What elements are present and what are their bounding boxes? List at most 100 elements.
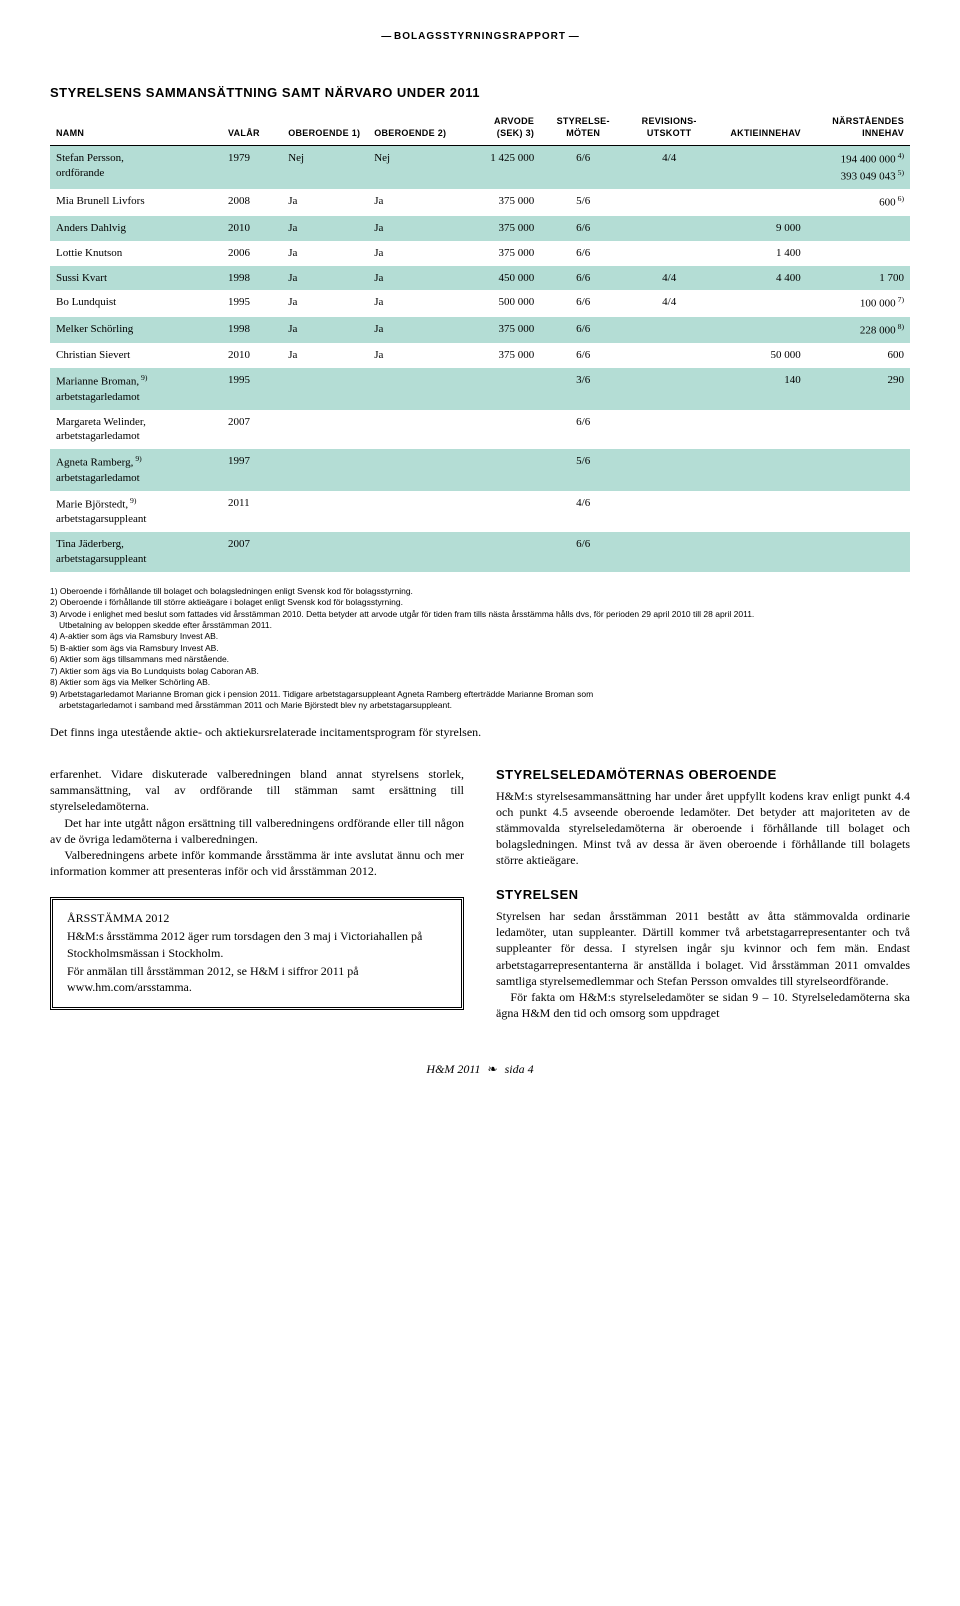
table-row: Tina Jäderberg,arbetstagarsuppleant2007 6… [50, 532, 910, 572]
table-cell: 2007 [222, 532, 282, 572]
table-cell: 6/6 [540, 241, 626, 266]
table-cell: Tina Jäderberg,arbetstagarsuppleant [50, 532, 222, 572]
table-cell: 228 000 8) [807, 317, 910, 344]
table-cell: Anders Dahlvig [50, 216, 222, 241]
table-cell: Agneta Ramberg, 9)arbetstagarledamot [50, 449, 222, 490]
table-cell: Ja [368, 241, 454, 266]
pager-page: sida 4 [505, 1062, 534, 1076]
footnote-line: 1) Oberoende i förhållande till bolaget … [50, 586, 910, 597]
th-ind1: OBEROENDE 1) [282, 111, 368, 146]
table-cell: 6/6 [540, 146, 626, 190]
table-cell: 4/6 [540, 491, 626, 532]
table-cell: 1979 [222, 146, 282, 190]
table-cell: 6/6 [540, 532, 626, 572]
table-cell: Marianne Broman, 9)arbetstagarledamot [50, 368, 222, 409]
left-column: erfarenhet. Vidare diskuterade valberedn… [50, 766, 464, 1021]
table-cell [454, 449, 540, 490]
table-cell [626, 491, 712, 532]
table-cell [282, 532, 368, 572]
table-cell [368, 410, 454, 450]
table-row: Marie Björstedt, 9)arbetstagarsuppleant2… [50, 491, 910, 532]
table-cell: 2007 [222, 410, 282, 450]
table-cell: 1995 [222, 368, 282, 409]
table-cell: Mia Brunell Livfors [50, 189, 222, 216]
table-cell: 2008 [222, 189, 282, 216]
table-cell [712, 317, 807, 344]
footnote-line: Utbetalning av beloppen skedde efter års… [50, 620, 910, 631]
table-row: Bo Lundquist1995JaJa500 0006/64/4100 000… [50, 290, 910, 317]
agm-box: ÅRSSTÄMMA 2012 H&M:s årsstämma 2012 äger… [50, 897, 464, 1010]
table-cell: 3/6 [540, 368, 626, 409]
right-p1: H&M:s styrelsesammansättning har under å… [496, 788, 910, 869]
table-cell: Ja [368, 216, 454, 241]
right-p3: För fakta om H&M:s styrelseledamöter se … [496, 989, 910, 1021]
table-cell: 1997 [222, 449, 282, 490]
table-cell: Ja [368, 290, 454, 317]
table-cell [626, 449, 712, 490]
table-cell: Nej [282, 146, 368, 190]
table-cell: Ja [282, 317, 368, 344]
table-cell: Ja [368, 317, 454, 344]
table-cell [712, 189, 807, 216]
table-cell [626, 410, 712, 450]
table-row: Marianne Broman, 9)arbetstagarledamot199… [50, 368, 910, 409]
right-block-2: STYRELSEN Styrelsen har sedan årsstämman… [496, 886, 910, 1021]
table-row: Stefan Persson,ordförande1979NejNej1 425… [50, 146, 910, 190]
th-shares: AKTIEINNEHAV [712, 111, 807, 146]
intro-line: Det finns inga utestående aktie- och akt… [50, 724, 910, 740]
left-p1: erfarenhet. Vidare diskuterade valberedn… [50, 766, 464, 815]
table-cell [282, 410, 368, 450]
table-cell: Bo Lundquist [50, 290, 222, 317]
table-cell: Ja [282, 241, 368, 266]
table-cell: Marie Björstedt, 9)arbetstagarsuppleant [50, 491, 222, 532]
table-cell: 600 6) [807, 189, 910, 216]
table-cell: 6/6 [540, 216, 626, 241]
table-cell: 5/6 [540, 449, 626, 490]
table-row: Lottie Knutson2006JaJa375 0006/61 400 [50, 241, 910, 266]
table-cell [712, 491, 807, 532]
table-cell [626, 368, 712, 409]
footnote-line: 2) Oberoende i förhållande till större a… [50, 597, 910, 608]
footnote-line: arbetstagarledamot i samband med årsstäm… [50, 700, 910, 711]
footnote-line: 4) A-aktier som ägs via Ramsbury Invest … [50, 631, 910, 642]
right-column: STYRELSELEDAMÖTERNAS OBEROENDE H&M:s sty… [496, 766, 910, 1021]
table-row: Margareta Welinder,arbetstagarledamot200… [50, 410, 910, 450]
table-cell [807, 410, 910, 450]
table-cell [368, 532, 454, 572]
table-cell: 4/4 [626, 290, 712, 317]
table-cell: Ja [282, 189, 368, 216]
table-cell: 6/6 [540, 410, 626, 450]
table-cell [807, 449, 910, 490]
table-cell: 375 000 [454, 343, 540, 368]
table-cell: Margareta Welinder,arbetstagarledamot [50, 410, 222, 450]
table-cell: 6/6 [540, 317, 626, 344]
table-cell: Sussi Kvart [50, 266, 222, 291]
footnote-line: 5) B-aktier som ägs via Ramsbury Invest … [50, 643, 910, 654]
table-cell: Melker Schörling [50, 317, 222, 344]
two-column-layout: erfarenhet. Vidare diskuterade valberedn… [50, 766, 910, 1021]
th-fee: ARVODE (SEK) 3) [454, 111, 540, 146]
footnote-line: 8) Aktier som ägs via Melker Schörling A… [50, 677, 910, 688]
table-row: Agneta Ramberg, 9)arbetstagarledamot1997… [50, 449, 910, 490]
table-cell: 1 700 [807, 266, 910, 291]
table-cell: 194 400 000 4)393 049 043 5) [807, 146, 910, 190]
table-cell [712, 410, 807, 450]
table-cell: Ja [368, 266, 454, 291]
table-cell: 2006 [222, 241, 282, 266]
table-cell: Ja [282, 266, 368, 291]
table-cell [712, 449, 807, 490]
table-cell: Ja [282, 343, 368, 368]
table-cell [807, 216, 910, 241]
table-cell [282, 449, 368, 490]
table-row: Melker Schörling1998JaJa375 0006/6228 00… [50, 317, 910, 344]
table-cell: 50 000 [712, 343, 807, 368]
table-cell: Ja [368, 189, 454, 216]
table-cell [454, 410, 540, 450]
th-name: NAMN [50, 111, 222, 146]
table-cell: Ja [368, 343, 454, 368]
table-cell [454, 491, 540, 532]
table-cell [712, 532, 807, 572]
pager-brand: H&M 2011 [426, 1062, 480, 1076]
table-cell [626, 532, 712, 572]
table-cell: 500 000 [454, 290, 540, 317]
